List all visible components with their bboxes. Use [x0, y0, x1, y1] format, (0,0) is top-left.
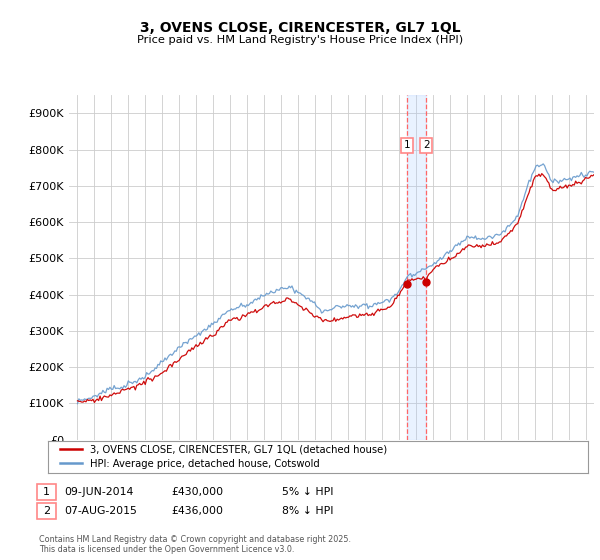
Text: 2: 2: [423, 140, 430, 150]
Text: 09-JUN-2014: 09-JUN-2014: [64, 487, 134, 497]
Text: Price paid vs. HM Land Registry's House Price Index (HPI): Price paid vs. HM Land Registry's House …: [137, 35, 463, 45]
Text: 1: 1: [403, 140, 410, 150]
Text: 07-AUG-2015: 07-AUG-2015: [64, 506, 137, 516]
Text: 2: 2: [43, 506, 50, 516]
Text: Contains HM Land Registry data © Crown copyright and database right 2025.
This d: Contains HM Land Registry data © Crown c…: [39, 535, 351, 554]
Text: £436,000: £436,000: [171, 506, 223, 516]
Text: £430,000: £430,000: [171, 487, 223, 497]
Text: 5% ↓ HPI: 5% ↓ HPI: [282, 487, 334, 497]
Text: 1: 1: [43, 487, 50, 497]
Legend: 3, OVENS CLOSE, CIRENCESTER, GL7 1QL (detached house), HPI: Average price, detac: 3, OVENS CLOSE, CIRENCESTER, GL7 1QL (de…: [56, 441, 391, 473]
Text: 3, OVENS CLOSE, CIRENCESTER, GL7 1QL: 3, OVENS CLOSE, CIRENCESTER, GL7 1QL: [140, 21, 460, 35]
Bar: [407, 95, 426, 440]
Text: 8% ↓ HPI: 8% ↓ HPI: [282, 506, 334, 516]
